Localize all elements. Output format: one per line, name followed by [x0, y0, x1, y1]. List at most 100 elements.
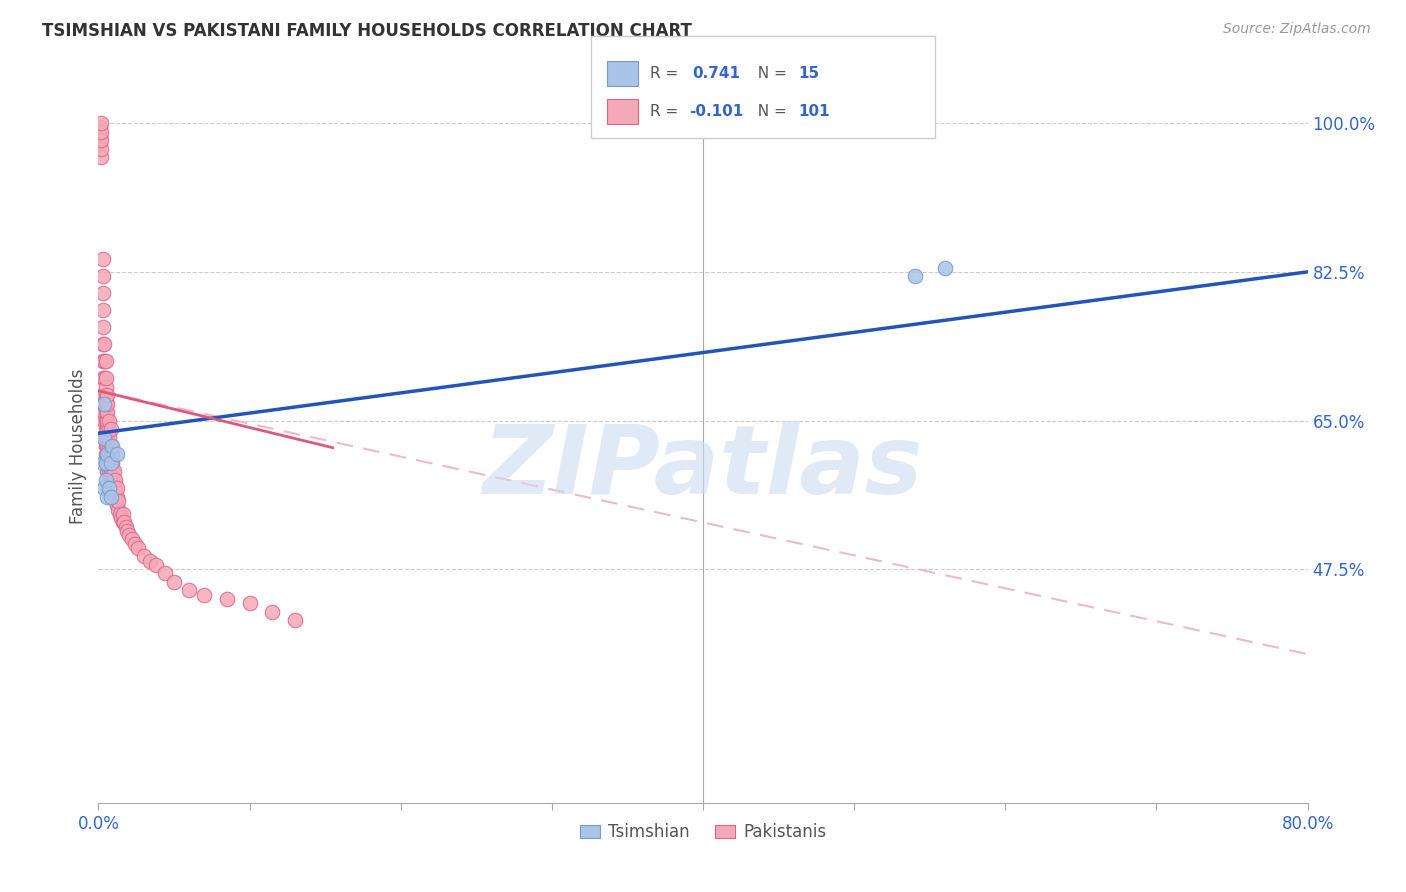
- Text: Source: ZipAtlas.com: Source: ZipAtlas.com: [1223, 22, 1371, 37]
- Point: [93, 413, 115, 427]
- Point: [94, 448, 117, 462]
- Point: [91, 303, 114, 318]
- Point: [89, 137, 111, 152]
- Point: [284, 613, 307, 627]
- Point: [100, 456, 122, 470]
- Point: [94, 354, 117, 368]
- Point: [94, 388, 117, 402]
- Point: [105, 482, 128, 496]
- Point: [262, 605, 284, 619]
- Point: [98, 482, 121, 496]
- Point: [93, 337, 115, 351]
- Point: [93, 482, 115, 496]
- Point: [110, 511, 132, 525]
- Point: [93, 405, 115, 419]
- Point: [904, 269, 927, 284]
- Point: [93, 354, 115, 368]
- Point: [96, 405, 118, 419]
- Point: [94, 379, 117, 393]
- Point: [96, 413, 118, 427]
- Point: [93, 371, 115, 385]
- Text: ZIPatlas: ZIPatlas: [482, 421, 924, 514]
- Point: [93, 430, 115, 444]
- Point: [101, 465, 124, 479]
- Point: [94, 422, 117, 436]
- Point: [98, 465, 121, 479]
- Point: [104, 490, 127, 504]
- Point: [91, 337, 114, 351]
- Point: [100, 490, 122, 504]
- Point: [104, 482, 127, 496]
- Point: [101, 473, 124, 487]
- Point: [114, 519, 136, 533]
- Point: [98, 430, 121, 444]
- Point: [153, 566, 176, 581]
- Point: [94, 371, 117, 385]
- Point: [91, 286, 114, 301]
- Point: [96, 456, 118, 470]
- Point: [91, 354, 114, 368]
- Point: [98, 413, 121, 427]
- Point: [90, 150, 112, 164]
- Point: [96, 439, 118, 453]
- Point: [94, 396, 117, 410]
- Point: [103, 482, 125, 496]
- Point: [96, 422, 118, 436]
- Point: [101, 439, 124, 453]
- Point: [89, 128, 111, 143]
- Point: [124, 537, 146, 551]
- Point: [100, 456, 122, 470]
- Point: [98, 448, 121, 462]
- Text: -0.101: -0.101: [689, 104, 744, 119]
- Point: [91, 320, 114, 334]
- Point: [145, 558, 167, 572]
- Point: [94, 473, 117, 487]
- Point: [100, 465, 122, 479]
- Point: [94, 405, 117, 419]
- Text: 0.741: 0.741: [692, 66, 740, 80]
- Point: [100, 439, 122, 453]
- Point: [101, 448, 124, 462]
- Text: TSIMSHIAN VS PAKISTANI FAMILY HOUSEHOLDS CORRELATION CHART: TSIMSHIAN VS PAKISTANI FAMILY HOUSEHOLDS…: [42, 22, 692, 40]
- Point: [100, 473, 122, 487]
- Point: [90, 116, 112, 130]
- Point: [163, 574, 186, 589]
- Point: [96, 388, 118, 402]
- Point: [111, 507, 134, 521]
- Point: [91, 252, 114, 266]
- Point: [121, 533, 143, 547]
- Point: [103, 473, 125, 487]
- Text: R =: R =: [650, 104, 683, 119]
- Point: [94, 439, 117, 453]
- Point: [107, 494, 129, 508]
- Point: [111, 516, 134, 530]
- Point: [90, 133, 112, 147]
- Point: [96, 396, 118, 410]
- Point: [105, 490, 128, 504]
- Point: [90, 142, 112, 156]
- Point: [91, 269, 114, 284]
- Point: [193, 588, 215, 602]
- Point: [93, 388, 115, 402]
- Point: [103, 490, 125, 504]
- Point: [179, 583, 201, 598]
- Point: [98, 456, 121, 470]
- Point: [101, 456, 124, 470]
- Point: [93, 430, 115, 444]
- Point: [101, 482, 124, 496]
- Point: [112, 516, 135, 530]
- Point: [105, 499, 128, 513]
- Text: N =: N =: [748, 66, 796, 80]
- Point: [94, 430, 117, 444]
- Point: [100, 477, 122, 491]
- Point: [94, 456, 117, 470]
- Point: [104, 473, 127, 487]
- Point: [90, 125, 112, 139]
- Point: [139, 554, 162, 568]
- Point: [100, 448, 122, 462]
- Legend: Tsimshian, Pakistanis: Tsimshian, Pakistanis: [574, 817, 832, 848]
- Y-axis label: Family Households: Family Households: [69, 368, 87, 524]
- Point: [101, 477, 124, 491]
- Text: R =: R =: [650, 66, 688, 80]
- Point: [100, 422, 122, 436]
